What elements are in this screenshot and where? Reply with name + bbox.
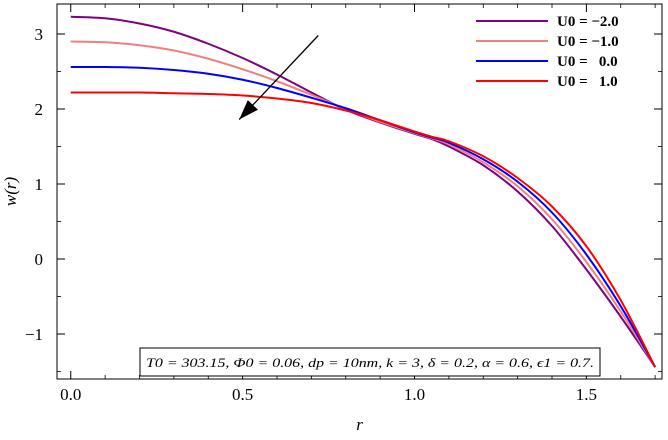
x-tick-label: 1.0 bbox=[404, 385, 425, 404]
legend-label-2: U0 = −1.0 bbox=[557, 34, 619, 50]
legend-label-1: U0 = −2.0 bbox=[557, 14, 619, 30]
series-line-3 bbox=[70, 65, 657, 368]
legend-label-4: U0 = 1.0 bbox=[557, 74, 618, 90]
x-axis-label: r bbox=[356, 415, 363, 434]
x-tick-label: 0.0 bbox=[60, 385, 81, 404]
series-curves bbox=[70, 15, 657, 368]
parameter-annotation: T0 = 303.15, Φ0 = 0.06, dp = 10nm, k = 3… bbox=[139, 347, 601, 377]
series-line-4 bbox=[70, 91, 657, 368]
y-tick-label: −1 bbox=[25, 325, 43, 344]
series-line-2 bbox=[70, 40, 656, 368]
x-tick-label: 0.5 bbox=[232, 385, 253, 404]
annotation-box bbox=[139, 347, 601, 377]
legend: U0 = −2.0 U0 = −1.0 U0 = 0.0 U0 = 1.0 bbox=[476, 14, 619, 90]
legend-label-3: U0 = 0.0 bbox=[557, 54, 618, 70]
y-axis-label: w(r) bbox=[1, 177, 20, 207]
plot-frame bbox=[56, 3, 663, 380]
y-tick-label: 0 bbox=[35, 250, 44, 269]
annotation-text: T0 = 303.15, Φ0 = 0.06, dp = 10nm, k = 3… bbox=[146, 356, 594, 370]
y-tick-label: 3 bbox=[35, 25, 44, 44]
trend-arrow bbox=[238, 35, 319, 120]
arrow-head bbox=[239, 100, 258, 120]
y-tick-label: 2 bbox=[35, 100, 44, 119]
x-tick-label: 1.5 bbox=[576, 385, 597, 404]
y-tick-label: 1 bbox=[35, 175, 44, 194]
